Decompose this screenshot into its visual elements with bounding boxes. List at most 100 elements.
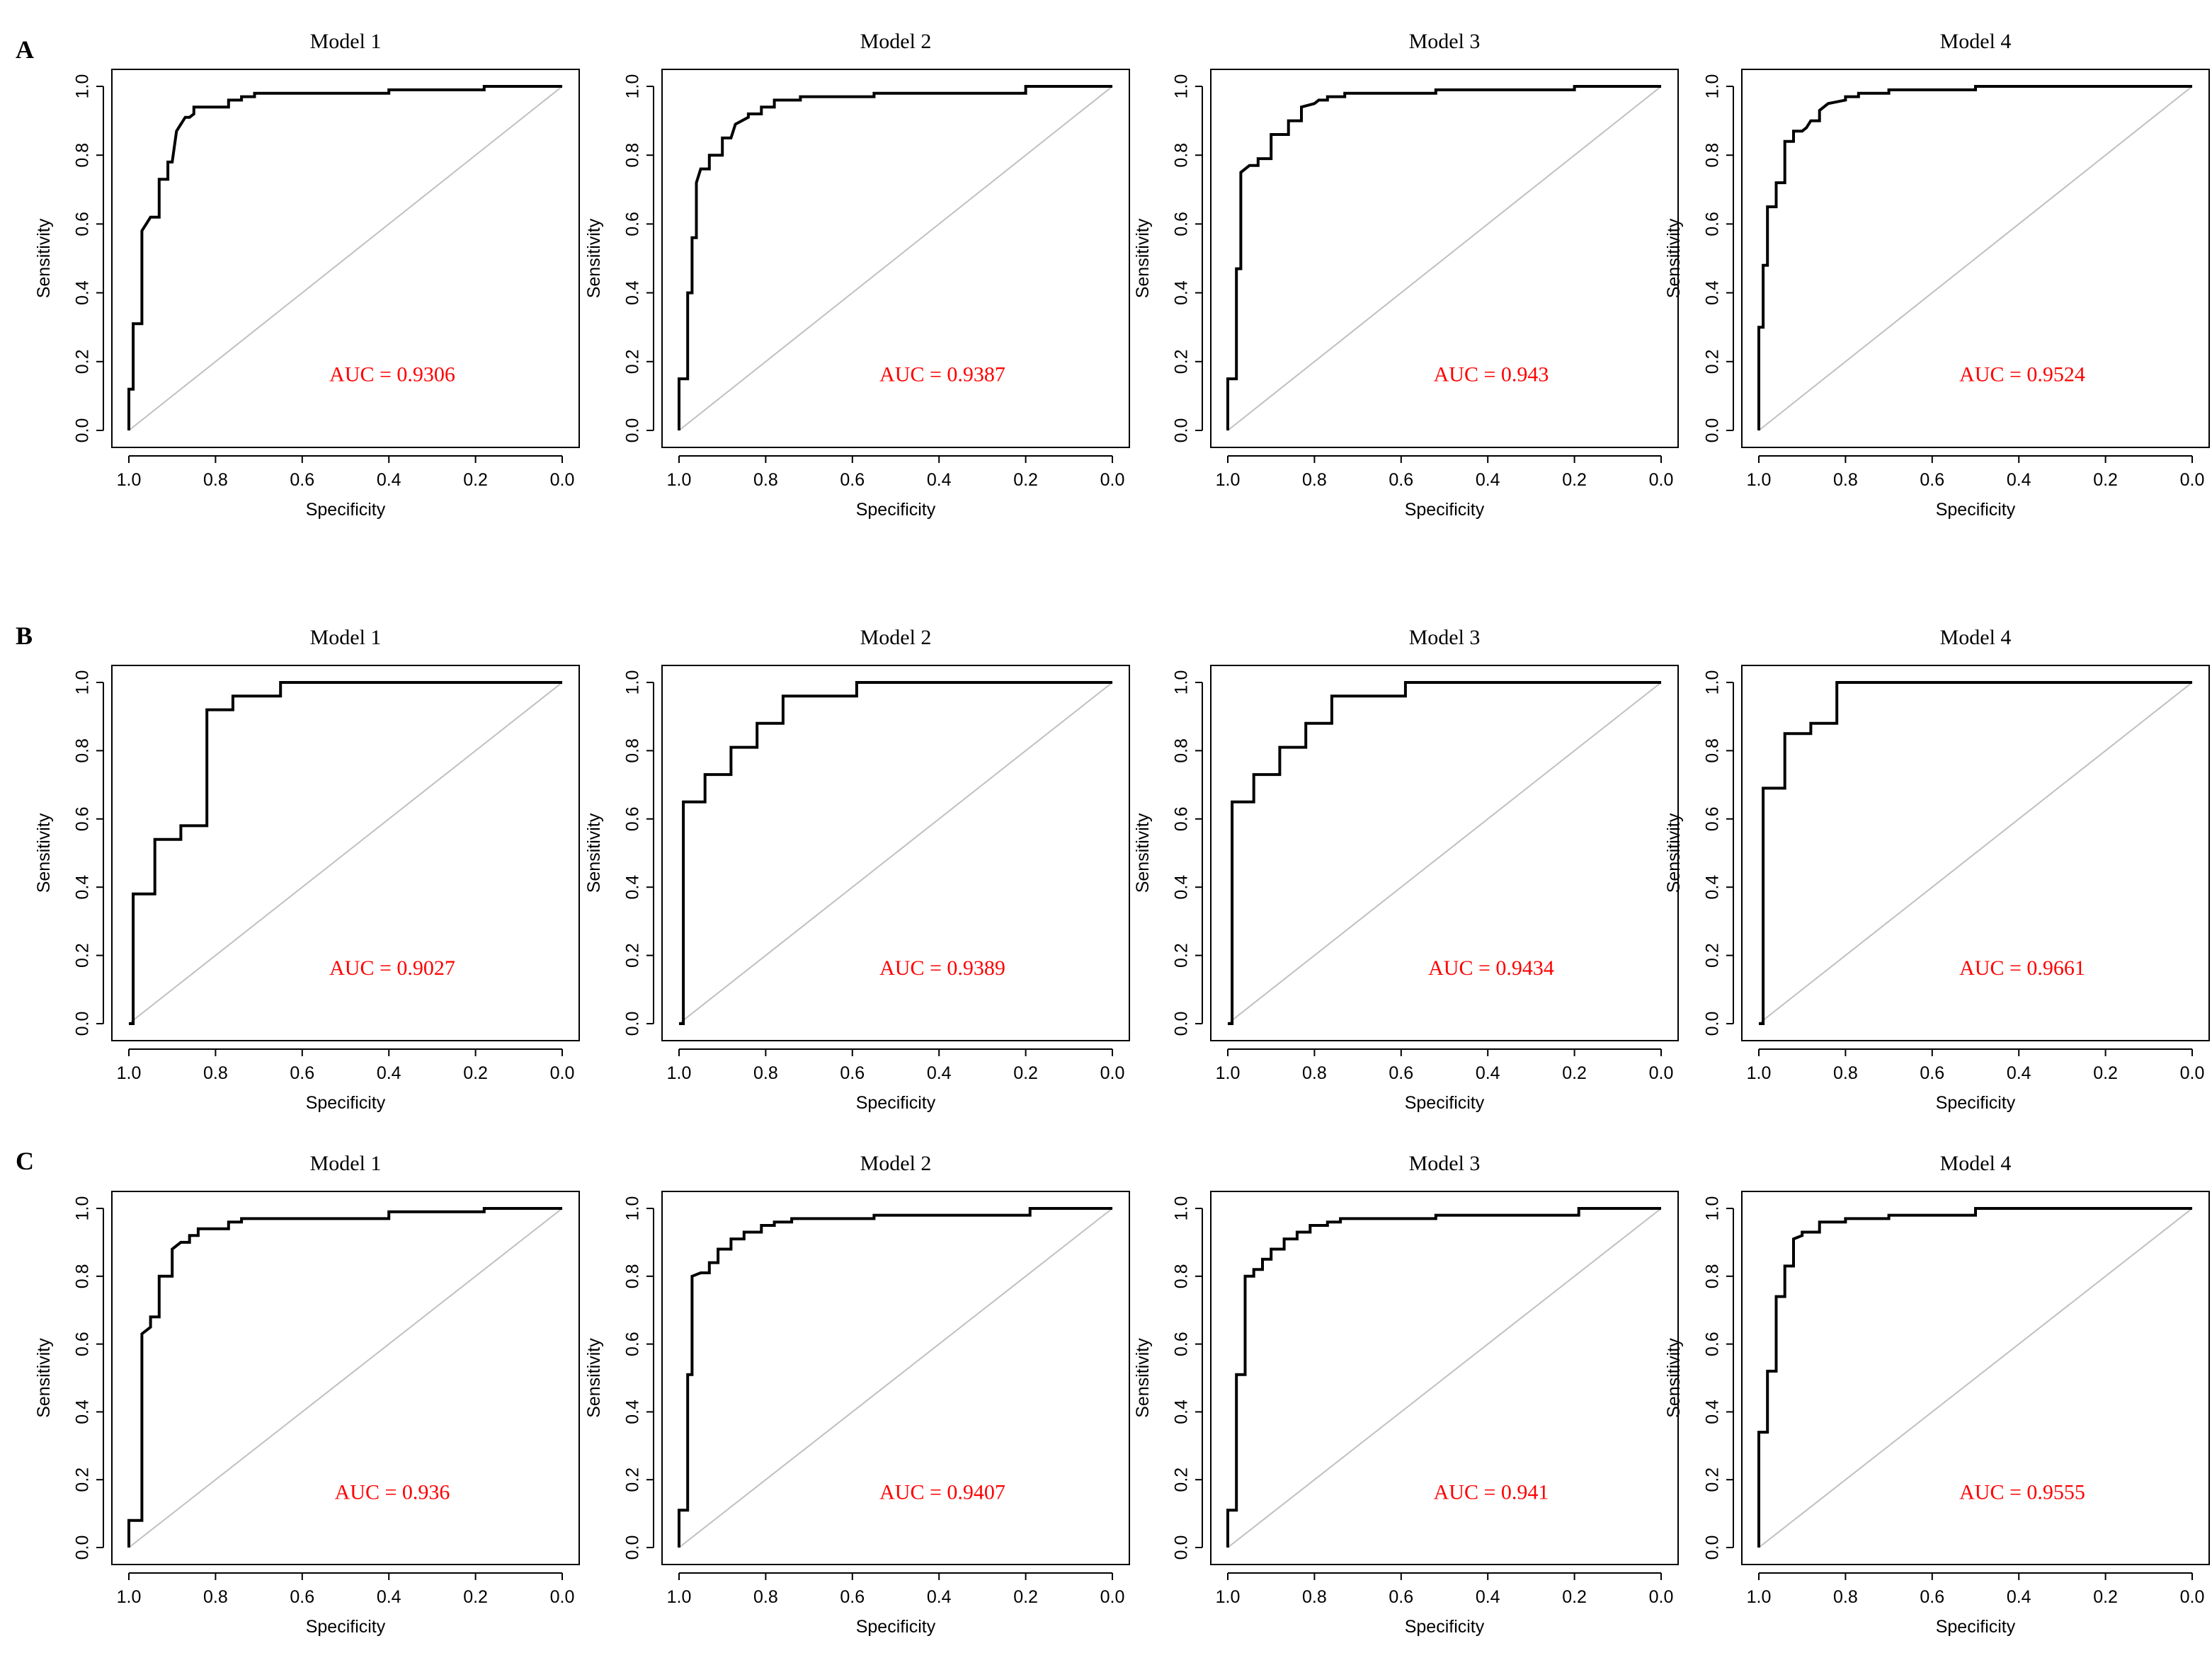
roc-curve-line: [129, 681, 562, 1025]
y-axis-label: Sensitivity: [1664, 1338, 1684, 1418]
y-tick-label: 0.2: [1172, 349, 1192, 374]
x-tick-label: 1.0: [667, 470, 692, 490]
y-tick-label: 0.6: [1703, 212, 1723, 236]
x-tick-label: 0.2: [1562, 470, 1587, 490]
y-tick-label: 0.0: [1172, 1535, 1192, 1560]
y-tick-label: 0.4: [1172, 875, 1192, 900]
y-tick-label: 0.2: [623, 349, 643, 374]
x-tick-label: 0.0: [1649, 1063, 1674, 1083]
y-axis-label: Sensitivity: [1664, 218, 1684, 298]
y-tick-label: 0.2: [1703, 349, 1723, 374]
plot-frame: [1210, 1191, 1679, 1565]
auc-annotation: AUC = 0.9389: [879, 956, 1005, 980]
x-tick-label: 0.8: [1833, 470, 1858, 490]
y-tick-label: 0.8: [623, 738, 643, 763]
y-tick-label: 0.4: [623, 1400, 643, 1424]
x-tick-label: 1.0: [667, 1063, 692, 1083]
x-tick-label: 0.2: [2093, 1587, 2118, 1607]
x-tick-label: 0.4: [1476, 1063, 1500, 1083]
x-tick-label: 0.2: [2093, 1063, 2118, 1083]
x-tick-label: 1.0: [667, 1587, 692, 1607]
y-tick-label: 0.6: [1703, 1332, 1723, 1356]
y-tick-label: 0.0: [73, 418, 93, 443]
y-tick-label: 1.0: [1703, 74, 1723, 99]
panel-a-1: Model 1 1.0 0.8 0.6 0.4 0.2 0.0 Specificity 0.0 0…: [34, 30, 580, 520]
x-tick-label: 1.0: [1747, 470, 1772, 490]
y-tick-label: 0.6: [623, 212, 643, 236]
y-tick-label: 0.8: [73, 143, 93, 168]
auc-annotation: AUC = 0.9407: [879, 1480, 1005, 1504]
x-tick-label: 0.8: [1302, 1063, 1327, 1083]
x-axis-label: Specificity: [856, 500, 936, 520]
y-tick-label: 0.2: [1703, 943, 1723, 968]
x-tick-label: 0.0: [1100, 1063, 1125, 1083]
y-axis-label: Sensitivity: [1133, 218, 1153, 298]
x-tick-label: 0.8: [1302, 1587, 1327, 1607]
plot-frame: [1741, 1191, 2210, 1565]
panel-title: Model 4: [1940, 626, 2012, 649]
y-tick-label: 0.2: [1172, 1468, 1192, 1492]
roc-curve-line: [1757, 85, 2192, 430]
y-axis-label: Sensitivity: [584, 1338, 604, 1418]
x-tick-label: 1.0: [1216, 1063, 1241, 1083]
x-axis-label: Specificity: [306, 1093, 386, 1113]
y-tick-label: 0.6: [1172, 212, 1192, 236]
x-tick-label: 0.0: [2180, 1063, 2205, 1083]
x-tick-label: 0.6: [840, 470, 865, 490]
x-tick-label: 0.6: [1920, 470, 1944, 490]
plot-frame: [1741, 69, 2210, 448]
panel-title: Model 3: [1409, 626, 1481, 649]
y-tick-label: 0.0: [1703, 418, 1723, 443]
auc-annotation: AUC = 0.9555: [1959, 1480, 2085, 1504]
y-tick-label: 1.0: [623, 670, 643, 695]
x-tick-label: 0.2: [1013, 470, 1038, 490]
reference-diagonal-line: [1227, 1208, 1662, 1548]
x-tick-label: 0.8: [203, 1063, 228, 1083]
roc-curve-line: [1226, 1207, 1661, 1548]
x-axis-label: Specificity: [856, 1093, 936, 1113]
x-tick-label: 0.2: [1013, 1587, 1038, 1607]
x-tick-label: 0.2: [1562, 1587, 1587, 1607]
roc-curve-line: [678, 1207, 1112, 1548]
y-tick-label: 0.0: [1703, 1535, 1723, 1560]
y-tick-label: 1.0: [623, 74, 643, 99]
x-tick-label: 0.6: [840, 1063, 865, 1083]
x-tick-label: 0.4: [927, 470, 952, 490]
x-tick-label: 0.8: [753, 1587, 778, 1607]
x-tick-label: 0.8: [1833, 1587, 1858, 1607]
y-tick-label: 0.8: [623, 1264, 643, 1288]
panel-title: Model 4: [1940, 30, 2012, 53]
y-tick-label: 0.4: [73, 280, 93, 305]
x-axis-label: Specificity: [1405, 500, 1485, 520]
y-axis-label: Sensitivity: [34, 813, 54, 893]
x-tick-label: 0.4: [377, 470, 401, 490]
panel-title: Model 3: [1409, 30, 1481, 53]
plot-frame: [1210, 665, 1679, 1041]
reference-diagonal-line: [678, 86, 1113, 431]
y-tick-label: 0.8: [1703, 1264, 1723, 1288]
y-axis-label: Sensitivity: [1664, 813, 1684, 893]
x-tick-label: 1.0: [1747, 1587, 1772, 1607]
x-tick-label: 0.2: [2093, 470, 2118, 490]
y-tick-label: 0.2: [1703, 1468, 1723, 1492]
panel-title: Model 1: [310, 1152, 382, 1175]
row-label-B: B: [16, 622, 33, 650]
plot-frame: [111, 1191, 580, 1565]
reference-diagonal-line: [678, 682, 1113, 1024]
y-tick-label: 0.8: [1703, 738, 1723, 763]
panel-title: Model 4: [1940, 1152, 2012, 1175]
y-tick-label: 0.6: [623, 1332, 643, 1356]
x-tick-label: 0.6: [840, 1587, 865, 1607]
roc-curve-line: [678, 85, 1112, 430]
panel-title: Model 1: [310, 30, 382, 53]
panel-a-2: Model 2 1.0 0.8 0.6 0.4 0.2 0.0 Specificity 0.0 0…: [584, 30, 1130, 520]
y-tick-label: 0.4: [623, 280, 643, 305]
y-tick-label: 1.0: [1172, 1196, 1192, 1221]
panel-c-1: Model 1 1.0 0.8 0.6 0.4 0.2 0.0 Specificity 0.0 0…: [34, 1152, 580, 1637]
plot-frame: [1741, 665, 2210, 1041]
x-tick-label: 0.6: [1920, 1063, 1944, 1083]
reference-diagonal-line: [1758, 86, 2193, 431]
x-tick-label: 0.2: [1562, 1063, 1587, 1083]
x-tick-label: 1.0: [117, 470, 142, 490]
